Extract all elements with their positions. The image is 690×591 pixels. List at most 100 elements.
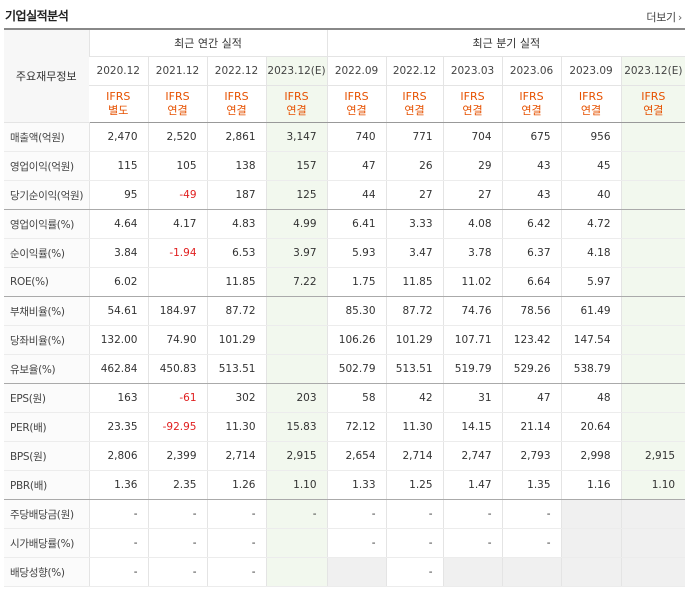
value-cell: 4.83 (206, 209, 266, 239)
value-cell: - (88, 499, 148, 529)
value-cell (326, 557, 387, 587)
value-cell: 1.35 (501, 470, 562, 500)
value-cell (620, 151, 686, 181)
value-cell: 203 (265, 383, 328, 413)
value-cell: 7.22 (265, 267, 328, 297)
value-cell: 106.26 (326, 325, 387, 355)
accounting-type-header: IFRS 연결 (326, 85, 387, 123)
value-cell (265, 557, 328, 587)
value-cell: 107.71 (442, 325, 503, 355)
table-row: PBR(배) 1.36 2.35 1.26 1.10 1.33 1.25 1.47 1.35 1.… (4, 470, 686, 500)
value-cell: - (385, 557, 444, 587)
value-cell: 529.26 (501, 354, 562, 384)
value-cell: 125 (265, 180, 328, 210)
value-cell: - (147, 499, 207, 529)
row-label: 당좌비율(%) (4, 325, 89, 355)
table-row: 순이익률(%) 3.84 -1.94 6.53 3.97 5.93 3.47 3.78 6.37… (4, 238, 686, 268)
value-cell: 61.49 (560, 296, 622, 326)
more-label: 더보기 (646, 11, 676, 24)
value-cell (560, 499, 622, 529)
value-cell: - (442, 499, 503, 529)
table-row: ROE(%) 6.02 11.85 7.22 1.75 11.85 11.02 6.64 5.9… (4, 267, 686, 297)
value-cell (560, 528, 622, 558)
value-cell: - (147, 557, 207, 587)
period-header: 2022.12 (385, 56, 444, 86)
value-cell: 87.72 (206, 296, 266, 326)
value-cell: - (501, 499, 562, 529)
period-header: 2023.12(E) (265, 56, 328, 86)
value-cell: 2,470 (88, 122, 148, 152)
value-cell (265, 296, 328, 326)
value-cell: 58 (326, 383, 387, 413)
value-cell: 2,915 (620, 441, 686, 471)
value-cell: 502.79 (326, 354, 387, 384)
row-label: PBR(배) (4, 470, 89, 500)
value-cell: 3.47 (385, 238, 444, 268)
value-cell: 26 (385, 151, 444, 181)
consolidation-type: 연결 (226, 104, 247, 117)
value-cell: 31 (442, 383, 503, 413)
value-cell: - (88, 557, 148, 587)
accounting-standard: IFRS (165, 90, 190, 103)
value-cell: 187 (206, 180, 266, 210)
value-cell: 78.56 (501, 296, 562, 326)
value-cell: 21.14 (501, 412, 562, 442)
value-cell: -1.94 (147, 238, 207, 268)
period-header: 2023.03 (442, 56, 503, 86)
value-cell: 513.51 (385, 354, 444, 384)
value-cell: 1.75 (326, 267, 387, 297)
value-cell: - (501, 528, 562, 558)
value-cell: 42 (385, 383, 444, 413)
value-cell: - (206, 528, 266, 558)
table-row: 시가배당률(%) - - - - - - - (4, 528, 686, 558)
value-cell (620, 267, 686, 297)
value-cell (560, 557, 622, 587)
value-cell: 95 (88, 180, 148, 210)
value-cell (620, 209, 686, 239)
value-cell: - (326, 499, 387, 529)
row-label: PER(배) (4, 412, 89, 442)
value-cell: 2,520 (147, 122, 207, 152)
consolidation-type: 연결 (404, 104, 425, 117)
value-cell: 184.97 (147, 296, 207, 326)
value-cell: 2,714 (385, 441, 444, 471)
row-label: EPS(원) (4, 383, 89, 413)
period-header: 2020.12 (89, 56, 148, 86)
value-cell: 11.02 (442, 267, 503, 297)
accounting-standard: IFRS (578, 90, 604, 103)
value-cell: 1.36 (88, 470, 148, 500)
accounting-type-header: IFRS 연결 (265, 85, 328, 123)
value-cell: 44 (326, 180, 387, 210)
value-cell: 2,399 (147, 441, 207, 471)
table-row: 당좌비율(%) 132.00 74.90 101.29 106.26 101.29 107.… (4, 325, 686, 355)
value-cell: 101.29 (385, 325, 444, 355)
value-cell: - (206, 499, 266, 529)
value-cell (265, 354, 328, 384)
value-cell: 2,998 (560, 441, 622, 471)
consolidation-type: 연결 (580, 104, 602, 117)
accounting-type-header: IFRS 연결 (442, 85, 503, 123)
consolidation-type: 별도 (108, 104, 129, 117)
value-cell (620, 412, 686, 442)
value-cell: 85.30 (326, 296, 387, 326)
value-cell: 4.99 (265, 209, 328, 239)
value-cell (620, 180, 686, 210)
value-cell (620, 499, 686, 529)
section-header: 기업실적분석 더보기 › (0, 0, 690, 28)
table-row: 부채비율(%) 54.61 184.97 87.72 85.30 87.72 74.76 78… (4, 296, 686, 326)
section-title: 기업실적분석 (5, 9, 69, 23)
value-cell: 1.26 (206, 470, 266, 500)
value-cell: 4.64 (88, 209, 148, 239)
value-cell: - (265, 499, 328, 529)
table-row: BPS(원) 2,806 2,399 2,714 2,915 2,654 2,714 2,74… (4, 441, 686, 471)
value-cell: 3.84 (88, 238, 148, 268)
value-cell: 1.47 (442, 470, 503, 500)
accounting-type-header: IFRS 연결 (206, 85, 266, 123)
value-cell: 29 (442, 151, 503, 181)
more-link[interactable]: 더보기 › (646, 9, 682, 25)
value-cell: 704 (442, 122, 503, 152)
row-label: 시가배당률(%) (4, 528, 89, 558)
value-cell (265, 528, 328, 558)
quarter-group-header: 최근 분기 실적 (326, 28, 686, 57)
value-cell: 4.08 (442, 209, 503, 239)
